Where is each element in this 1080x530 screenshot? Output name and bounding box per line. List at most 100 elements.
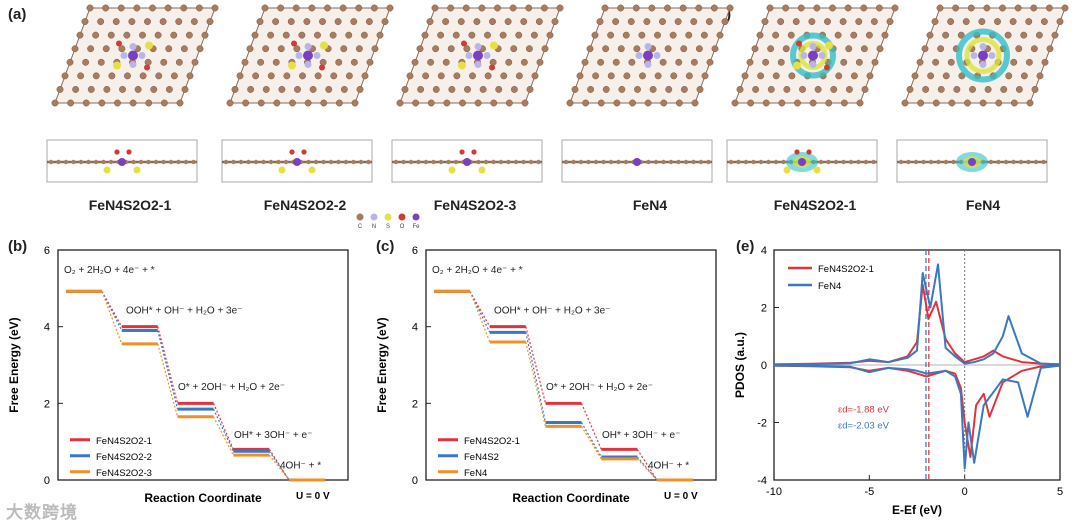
- structure-side-view-5: [726, 139, 878, 183]
- structure-side-view-1: [46, 139, 198, 183]
- element-legend-item-Fe: Fe: [412, 213, 420, 230]
- series-2: [66, 289, 326, 482]
- potential-label: U = 0 V: [296, 491, 330, 502]
- energy-connector: [636, 456, 658, 481]
- step-label: O* + 2OH⁻ + H₂O + 2e⁻: [178, 382, 285, 393]
- legend-label: FeN4S2O2-1: [818, 264, 874, 275]
- svg-text:C: C: [358, 224, 363, 230]
- element-legend-item-S: S: [384, 213, 392, 230]
- y-tick-label: -4: [757, 475, 767, 487]
- chart-e: -4 -2 0 2 4 -10 -5 0 5 PDOS (a.u.) E-Ef (eV) FeN4S2…: [733, 245, 1063, 517]
- energy-connector: [157, 343, 179, 417]
- structure-name-3: FeN4S2O2-3: [433, 197, 517, 213]
- legend: FeN4S2O2-1 FeN4S2 FeN4: [438, 436, 520, 479]
- energy-connector: [525, 341, 547, 427]
- pdos-curve: [773, 364, 1061, 458]
- panel-label-b: (b): [8, 238, 28, 255]
- energy-connector: [268, 450, 290, 481]
- step-label: OH* + 3OH⁻ + e⁻: [602, 430, 680, 441]
- element-legend: C N S O Fe: [352, 212, 492, 230]
- energy-connector: [268, 454, 290, 481]
- y-tick-label: 0: [44, 475, 50, 487]
- structure-top-view-3: [396, 4, 564, 107]
- x-tick-label: -5: [864, 486, 874, 498]
- legend-label: FeN4S2O2-3: [96, 468, 152, 479]
- y-tick-label: 2: [412, 398, 418, 410]
- legend-label: FeN4S2O2-1: [96, 436, 152, 447]
- energy-connector: [101, 291, 123, 345]
- y-tick-label: 0: [412, 475, 418, 487]
- y-axis-label: Free Energy (eV): [375, 317, 389, 412]
- structure-name-5: FeN4S2O2-1: [773, 197, 857, 213]
- energy-connector: [212, 408, 234, 452]
- svg-text:Fe: Fe: [412, 224, 420, 230]
- legend-label: FeN4S2: [464, 452, 499, 463]
- chart-c: 0 2 4 6 Free Energy (eV) Reaction Coordinate O…: [375, 245, 717, 505]
- structure-name-1: FeN4S2O2-1: [88, 197, 172, 213]
- legend: FeN4S2O2-1 FeN4S2O2-2 FeN4S2O2-3: [70, 436, 152, 479]
- legend-label: FeN4: [464, 468, 487, 479]
- step-label: OOH* + OH⁻ + H₂O + 3e⁻: [494, 305, 610, 316]
- element-legend-item-C: C: [356, 213, 364, 230]
- energy-connector: [469, 291, 491, 327]
- energy-connector: [469, 291, 491, 333]
- element-legend-item-N: N: [370, 213, 378, 230]
- energy-connector: [469, 291, 491, 343]
- chart-c-axes: 0 2 4 6 Free Energy (eV) Reaction Coordinate: [375, 245, 717, 505]
- step-label: 4OH⁻ + *: [280, 461, 321, 472]
- step-label: 4OH⁻ + *: [648, 461, 689, 472]
- structure-side-view-3: [391, 139, 543, 183]
- x-tick-label: 0: [962, 486, 968, 498]
- energy-connector: [636, 458, 658, 481]
- panel-label-e: (e): [736, 238, 755, 255]
- structure-name-6: FeN4: [965, 197, 1001, 213]
- structure-top-view-6: [901, 4, 1069, 107]
- structure-top-view-4: [566, 4, 734, 107]
- y-tick-label: 2: [44, 398, 50, 410]
- y-tick-label: -2: [757, 418, 767, 430]
- x-tick-label: 5: [1057, 486, 1063, 498]
- legend-label: FeN4S2O2-2: [96, 452, 152, 463]
- svg-text:O: O: [400, 224, 405, 230]
- legend: FeN4S2O2-1 FeN4: [788, 264, 874, 292]
- panel-label-a: (a): [8, 6, 27, 23]
- y-tick-label: 4: [412, 322, 418, 334]
- pdos-curve: [773, 283, 1061, 366]
- step-label: O₂ + 2H₂O + 4e⁻ + *: [432, 265, 523, 276]
- energy-connector: [101, 291, 123, 331]
- svg-text:N: N: [372, 224, 376, 230]
- energy-connector: [525, 332, 547, 423]
- energy-connector: [581, 426, 602, 460]
- y-axis-label: PDOS (a.u.): [733, 332, 747, 398]
- y-axis-label: Free Energy (eV): [7, 317, 21, 412]
- structure-side-view-6: [896, 139, 1048, 183]
- structure-name-2: FeN4S2O2-2: [263, 197, 347, 213]
- chart-b: 0 2 4 6 Free Energy (eV) Reaction Coordinate O…: [7, 245, 349, 505]
- energy-connector: [212, 403, 234, 450]
- pdos-curve: [773, 263, 1061, 366]
- step-label: OH* + 3OH⁻ + e⁻: [234, 430, 312, 441]
- structure-top-view-5: [731, 4, 899, 107]
- potential-label: U = 0 V: [664, 491, 698, 502]
- energy-connector: [580, 403, 602, 450]
- structure-top-view-1: [51, 4, 219, 107]
- structure-side-view-4: [561, 139, 713, 183]
- y-tick-label: 4: [44, 322, 50, 334]
- svg-text:S: S: [386, 224, 390, 230]
- y-tick-label: 6: [412, 245, 418, 257]
- structure-top-view-2: [226, 4, 394, 107]
- y-tick-label: 6: [44, 245, 50, 257]
- structures-figure: [46, 4, 1069, 183]
- d-band-center-label: εd=-2.03 eV: [838, 420, 890, 431]
- legend-label: FeN4: [818, 281, 841, 292]
- d-band-center-label: εd=-1.88 eV: [838, 404, 890, 415]
- watermark: 大数跨境: [6, 503, 78, 522]
- energy-connector: [157, 326, 179, 404]
- x-axis-label: Reaction Coordinate: [512, 491, 630, 505]
- element-legend-item-O: O: [398, 213, 406, 230]
- legend-label: FeN4S2O2-1: [464, 436, 520, 447]
- x-axis-label: E-Ef (eV): [892, 503, 942, 517]
- y-tick-label: 4: [761, 245, 767, 257]
- structure-name-4: FeN4: [632, 197, 668, 213]
- y-tick-label: 2: [761, 303, 767, 315]
